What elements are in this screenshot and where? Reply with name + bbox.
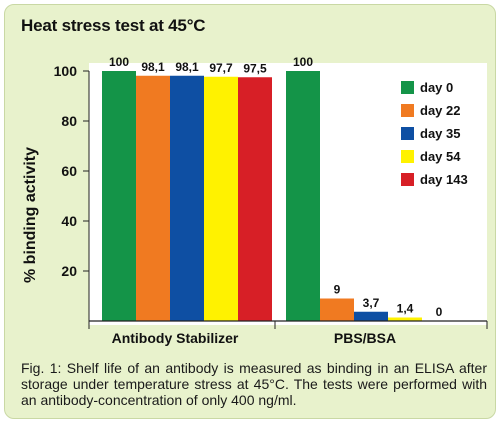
y-tick-label: 20 xyxy=(61,263,77,279)
data-label: 98,1 xyxy=(141,60,165,74)
bars: 100 98,1 98,1 97,7 97,5 100 9 3,7 1,4 0 xyxy=(102,55,443,321)
legend-swatch xyxy=(401,127,414,140)
y-axis-label: % binding activity xyxy=(22,147,39,283)
figure-panel: Heat stress test at 45°C 20 40 60 80 100 100… xyxy=(4,4,496,419)
x-category-label: PBS/BSA xyxy=(334,330,396,346)
bar-day-35 xyxy=(354,311,388,321)
y-tick-label: 100 xyxy=(54,63,78,79)
data-label: 98,1 xyxy=(175,60,199,74)
legend-label: day 143 xyxy=(420,172,468,187)
bar-day-54 xyxy=(204,76,238,321)
data-label: 0 xyxy=(436,305,443,319)
bar-day-0 xyxy=(102,71,136,321)
data-label: 97,5 xyxy=(243,61,267,75)
bar-day-0 xyxy=(286,71,320,321)
legend-swatch xyxy=(401,104,414,117)
data-label: 1,4 xyxy=(397,302,414,316)
x-category-label: Antibody Stabilizer xyxy=(112,330,239,346)
data-label: 97,7 xyxy=(209,61,233,75)
data-label: 100 xyxy=(109,55,129,69)
legend-label: day 35 xyxy=(420,126,460,141)
figure-caption: Fig. 1: Shelf life of an antibody is mea… xyxy=(21,360,487,408)
legend-label: day 22 xyxy=(420,103,460,118)
bar-day-54 xyxy=(388,317,422,321)
bar-day-143 xyxy=(238,77,272,321)
y-tick-label: 40 xyxy=(61,213,77,229)
legend-swatch xyxy=(401,150,414,163)
y-tick-label: 80 xyxy=(61,113,77,129)
legend-swatch xyxy=(401,81,414,94)
data-label: 9 xyxy=(334,283,341,297)
y-tick-label: 60 xyxy=(61,163,77,179)
bar-day-22 xyxy=(136,75,170,321)
data-label: 3,7 xyxy=(363,296,380,310)
legend-label: day 0 xyxy=(420,80,453,95)
chart-title: Heat stress test at 45°C xyxy=(21,16,206,35)
x-axis: Antibody Stabilizer PBS/BSA xyxy=(88,320,488,346)
bar-day-22 xyxy=(320,298,354,321)
bar-day-35 xyxy=(170,75,204,321)
bar-chart: 20 40 60 80 100 100 98,1 98,1 97,7 97,5 100 9 3,7 1,… xyxy=(22,55,488,346)
y-axis: 20 40 60 80 100 xyxy=(54,63,90,325)
legend-label: day 54 xyxy=(420,149,461,164)
legend: day 0 day 22 day 35 day 54 day 143 xyxy=(401,80,468,187)
data-label: 100 xyxy=(293,55,313,69)
legend-swatch xyxy=(401,173,414,186)
